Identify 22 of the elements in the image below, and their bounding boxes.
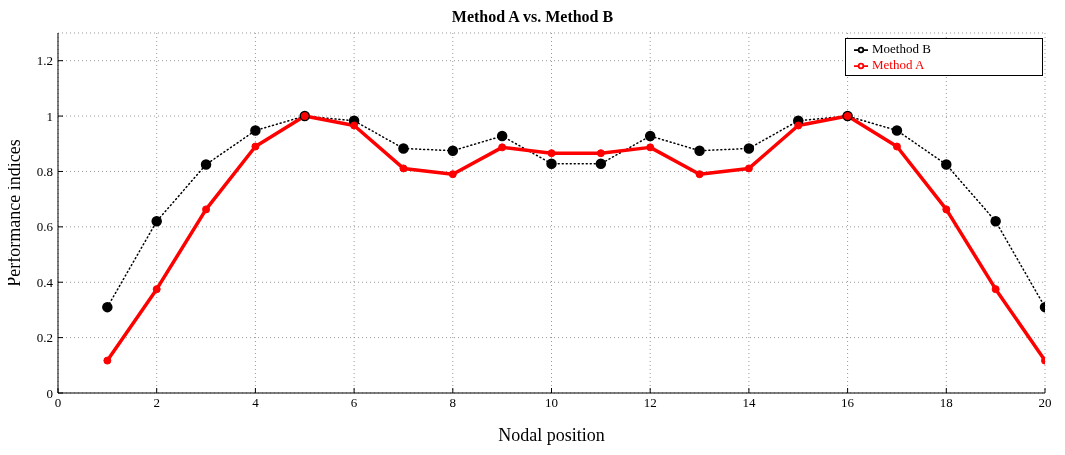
x-tick-label: 18 xyxy=(939,395,953,411)
y-tick-label: 0 xyxy=(46,385,53,401)
x-tick-label: 10 xyxy=(545,395,558,411)
y-tick-label: 0.4 xyxy=(36,274,54,290)
x-tick-label: 8 xyxy=(449,395,457,411)
chart-title: Method A vs. Method B xyxy=(450,8,615,27)
y-tick-label: 0.6 xyxy=(36,219,54,235)
x-tick-label: 16 xyxy=(841,395,855,411)
x-tick-label: 14 xyxy=(742,395,756,411)
x-tick-label: 2 xyxy=(153,395,160,411)
y-tick-label: 1.2 xyxy=(36,53,53,69)
y-tick-label: 0.8 xyxy=(36,164,53,180)
y-axis-title: Performance indices xyxy=(4,139,25,287)
y-tick-label: 0.2 xyxy=(36,330,53,346)
x-tick-label: 4 xyxy=(252,395,260,411)
x-tick-label: 6 xyxy=(350,395,358,411)
y-tick-label: 1 xyxy=(46,108,53,124)
legend-label: Moethod B xyxy=(872,41,931,56)
legend-label: Method A xyxy=(872,57,925,73)
x-axis-title: Nodal position xyxy=(498,425,605,445)
x-tick-label: 12 xyxy=(643,395,657,411)
x-tick-label: 20 xyxy=(1038,395,1052,411)
